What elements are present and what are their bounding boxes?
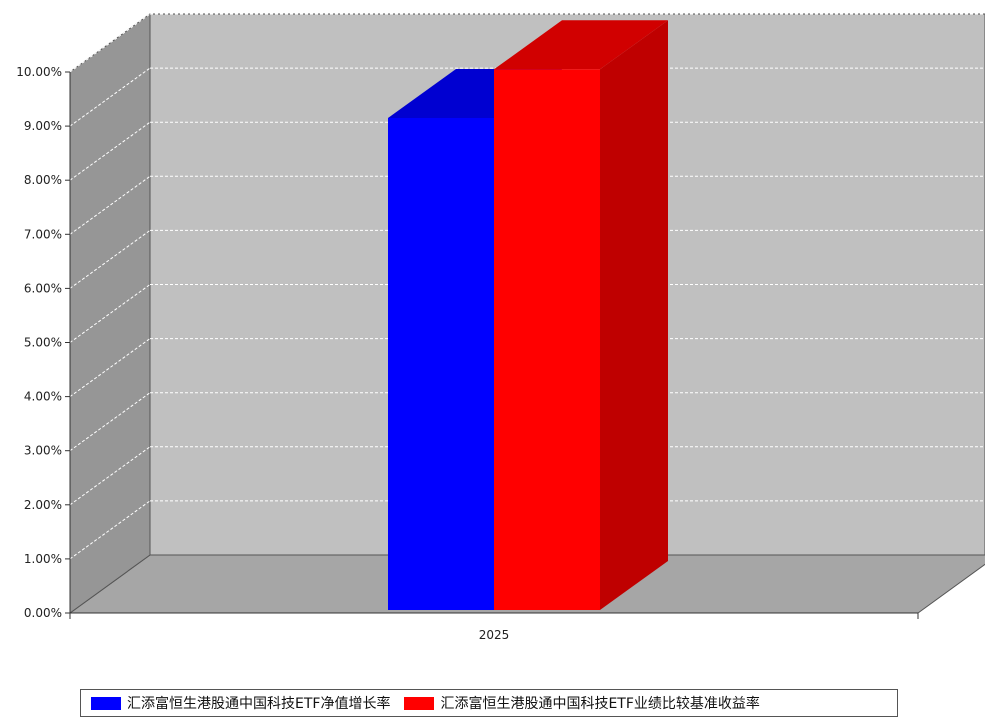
y-tick-label: 2.00% [24, 498, 62, 512]
legend-item-nav: 汇添富恒生港股通中国科技ETF净值增长率 [91, 693, 390, 713]
gridline-side [69, 500, 151, 560]
legend-label-benchmark: 汇添富恒生港股通中国科技ETF业绩比较基准收益率 [440, 696, 760, 712]
x-tick-label: 2025 [479, 628, 510, 642]
legend-swatch-benchmark [404, 696, 435, 710]
y-tick-label: 9.00% [24, 119, 62, 133]
y-tick-label: 5.00% [24, 336, 62, 350]
gridline-side [69, 446, 151, 506]
gridline-side [69, 67, 151, 127]
bar-chart: 0.00% 1.00% 2.00% 3.00% 4.00% 5.00% 6.00% 7.00%… [16, 13, 985, 642]
bar-top [494, 20, 668, 70]
x-tick-labels: 2025 [479, 628, 510, 642]
legend-item-benchmark: 汇添富恒生港股通中国科技ETF业绩比较基准收益率 [404, 693, 760, 713]
gridline-side [69, 121, 151, 181]
y-tick-label: 8.00% [24, 173, 62, 187]
y-tick-label: 1.00% [24, 552, 62, 566]
y-tick-label: 7.00% [24, 227, 62, 241]
bar-front [388, 117, 494, 611]
gridline-side [69, 229, 151, 289]
legend: 汇添富恒生港股通中国科技ETF净值增长率 汇添富恒生港股通中国科技ETF业绩比较… [80, 689, 898, 717]
y-tick-label: 6.00% [24, 281, 62, 295]
y-tick-label: 10.00% [16, 65, 62, 79]
chart-side-wall [69, 13, 151, 614]
y-tick-labels: 0.00% 1.00% 2.00% 3.00% 4.00% 5.00% 6.00% 7.00%… [16, 65, 70, 620]
gridline-side [69, 284, 151, 343]
gridline-side [69, 175, 151, 235]
legend-swatch-nav [91, 696, 121, 710]
y-tick-label: 4.00% [24, 390, 62, 404]
bar-benchmark-2025 [494, 20, 668, 611]
gridline-side [69, 392, 151, 452]
bar-front [494, 69, 600, 611]
y-tick-label: 0.00% [24, 606, 62, 620]
bar-side [600, 20, 668, 611]
legend-label-nav: 汇添富恒生港股通中国科技ETF净值增长率 [127, 696, 391, 712]
bars [388, 20, 668, 611]
gridline-side [69, 338, 151, 398]
gridline-side [69, 13, 151, 73]
y-tick-label: 3.00% [24, 444, 62, 458]
